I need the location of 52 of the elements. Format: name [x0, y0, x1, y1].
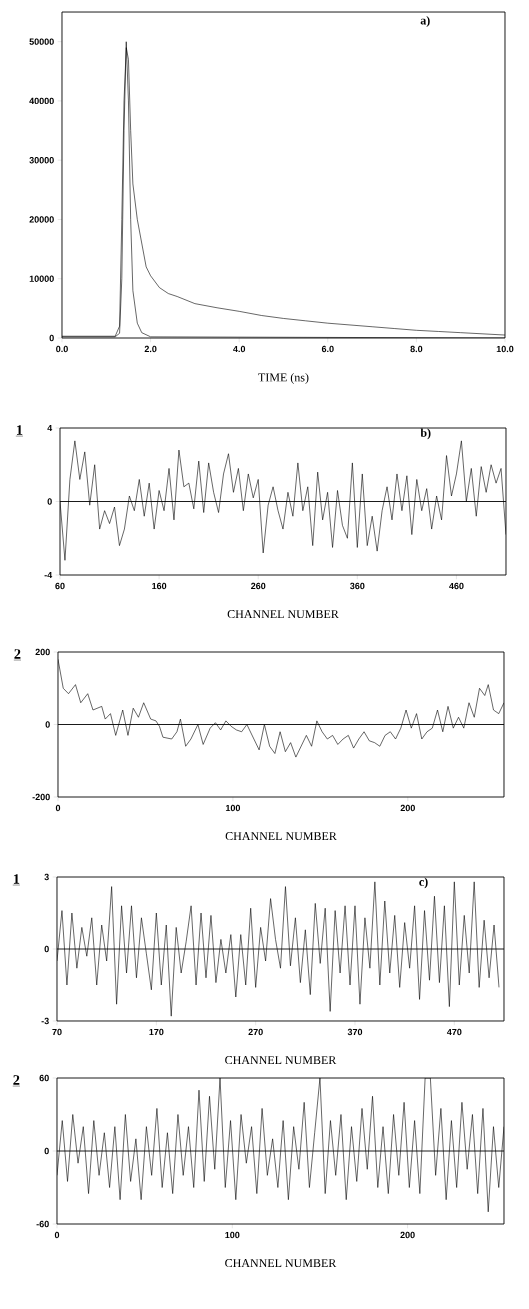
x-tick-label: 100: [225, 1231, 240, 1239]
chart-title: b): [420, 428, 431, 440]
x-tick-label: 460: [449, 582, 464, 590]
y-tick-label: 50000: [29, 38, 54, 45]
x-tick-label: 200: [400, 1231, 415, 1239]
x-tick-label: 160: [152, 582, 167, 590]
x-tick-label: 200: [400, 804, 415, 812]
text: 2: [14, 649, 21, 659]
y-tick-label: 0: [44, 945, 49, 953]
y-tick-label: -4: [44, 571, 53, 579]
x-tick-label: 470: [446, 1028, 462, 1036]
y-tick-label: 0: [45, 721, 50, 728]
x-tick-label: 370: [347, 1028, 363, 1036]
x-tick-label: 100: [225, 804, 241, 812]
y-tick-label: 4: [47, 424, 53, 432]
x-tick-label: 0: [55, 804, 61, 812]
x-axis-title: CHANNEL NUMBER: [225, 1056, 337, 1065]
y-tick-label: 0: [44, 1147, 49, 1155]
y-tick-label: -3: [41, 1017, 49, 1025]
x-tick-label: 8.0: [410, 345, 423, 353]
x-axis-title: CHANNEL NUMBER: [225, 1259, 337, 1268]
y-tick-label: 0: [47, 498, 52, 505]
text: 1: [16, 425, 23, 435]
x-tick-label: 70: [52, 1028, 62, 1036]
text: 2: [13, 1075, 20, 1085]
x-tick-label: 260: [251, 582, 266, 590]
chart-title: a): [420, 16, 430, 27]
y-tick-label: 40000: [29, 97, 54, 105]
y-tick-label: 20000: [29, 216, 54, 223]
y-tick-label: 3: [44, 873, 49, 881]
x-tick-label: 360: [350, 582, 365, 590]
y-tick-label: 200: [35, 648, 50, 656]
x-tick-label: 4.0: [233, 345, 246, 353]
text: 1: [13, 874, 20, 884]
x-axis-title: TIME (ns): [258, 373, 309, 384]
x-axis-title: CHANNEL NUMBER: [227, 610, 339, 619]
x-tick-label: 2.0: [144, 345, 157, 353]
x-axis-title: CHANNEL NUMBER: [225, 832, 337, 841]
y-tick-label: -60: [36, 1220, 49, 1228]
y-tick-label: 10000: [29, 275, 54, 282]
x-tick-label: 10.0: [496, 345, 514, 353]
x-tick-label: 270: [248, 1028, 263, 1036]
y-tick-label: 0: [49, 334, 54, 342]
x-tick-label: 170: [149, 1028, 164, 1036]
x-tick-label: 0: [54, 1231, 60, 1239]
x-tick-label: 60: [55, 582, 65, 590]
x-tick-label: 0.0: [56, 345, 68, 353]
x-tick-label: 6.0: [321, 345, 334, 353]
y-tick-label: -200: [32, 793, 50, 801]
chart-title: c): [419, 877, 428, 889]
y-tick-label: 30000: [29, 156, 54, 164]
y-tick-label: 60: [39, 1074, 49, 1082]
